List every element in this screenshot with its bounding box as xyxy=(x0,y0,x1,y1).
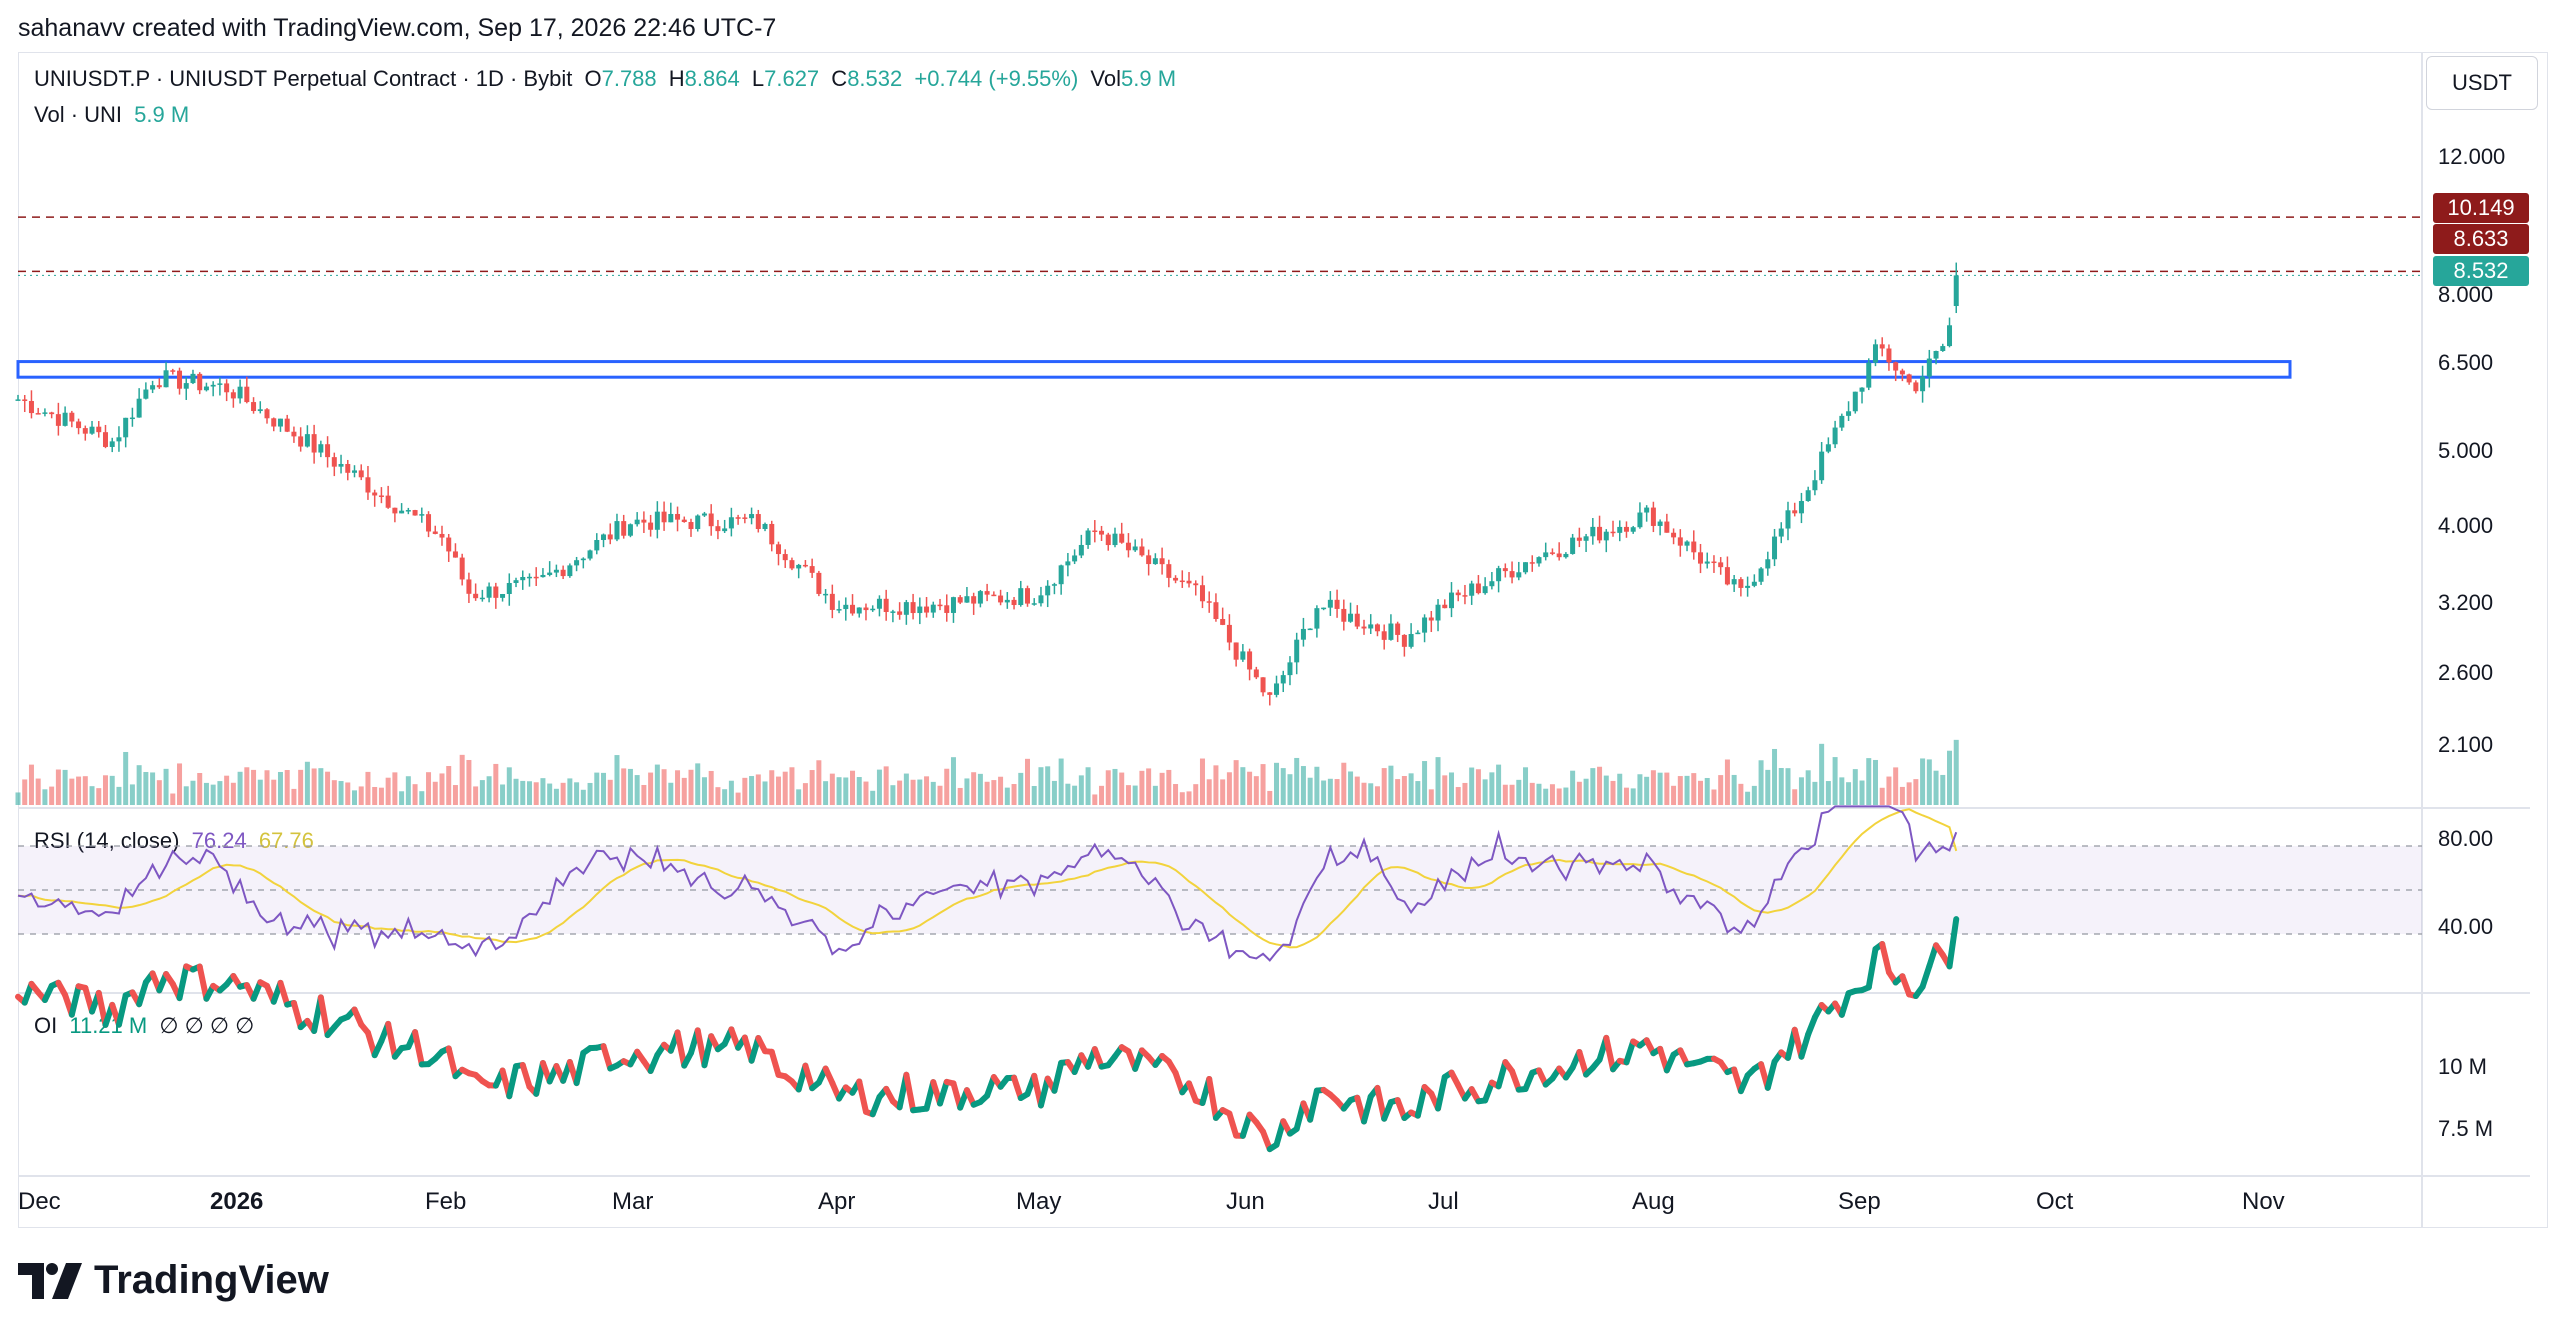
price-tick: 8.000 xyxy=(2438,282,2494,307)
open-label: O xyxy=(584,66,602,91)
rsi-tick: 80.00 xyxy=(2438,826,2494,851)
time-label: Nov xyxy=(2242,1188,2285,1215)
rsi-label[interactable]: RSI (14, close) xyxy=(34,828,180,853)
volume-indicator-label[interactable]: Vol · UNI xyxy=(34,102,123,127)
symbol-label[interactable]: UNIUSDT.P · UNIUSDT Perpetual Contract ·… xyxy=(34,66,573,91)
low-label: L xyxy=(751,66,765,91)
low-value: 7.627 xyxy=(764,66,820,91)
time-label: May xyxy=(1016,1188,1062,1215)
price-tick: 6.500 xyxy=(2438,350,2494,375)
oi-value: 11.21 M xyxy=(69,1013,148,1038)
rsi-legend: RSI (14, close) 76.24 67.76 xyxy=(34,828,320,854)
volume-label: Vol xyxy=(1090,66,1121,91)
time-label: Jul xyxy=(1428,1188,1459,1215)
volume-indicator-value: 5.9 M xyxy=(134,102,190,127)
last-price-tag: 8.532 xyxy=(2433,256,2529,286)
volume-value: 5.9 M xyxy=(1121,66,1177,91)
price-tick: 5.000 xyxy=(2438,438,2494,463)
level-tag-upper: 10.149 xyxy=(2433,193,2529,223)
price-tick: 12.000 xyxy=(2438,144,2506,169)
price-tick: 2.600 xyxy=(2438,660,2494,685)
currency-selector[interactable]: USDT xyxy=(2426,56,2538,110)
oi-label[interactable]: OI xyxy=(34,1013,58,1038)
level-tag-lower: 8.633 xyxy=(2433,224,2529,254)
time-label: Sep xyxy=(1838,1188,1881,1215)
time-label: Dec xyxy=(18,1188,61,1215)
close-value: 8.532 xyxy=(847,66,903,91)
high-label: H xyxy=(668,66,685,91)
main-legend: UNIUSDT.P · UNIUSDT Perpetual Contract ·… xyxy=(34,66,1182,92)
chart-caption: sahanavv created with TradingView.com, S… xyxy=(18,14,777,42)
price-tick: 4.000 xyxy=(2438,513,2494,538)
volume-legend: Vol · UNI 5.9 M xyxy=(34,102,195,128)
change-value: +0.744 (+9.55%) xyxy=(914,66,1079,91)
tradingview-brand[interactable]: TradingView xyxy=(18,1258,329,1303)
price-tick: 2.100 xyxy=(2438,732,2494,757)
rsi-tick: 40.00 xyxy=(2438,914,2494,939)
time-label: Oct xyxy=(2036,1188,2074,1215)
time-label: Aug xyxy=(1632,1188,1675,1215)
time-label: Mar xyxy=(612,1188,654,1215)
tradingview-logo-icon xyxy=(18,1262,82,1299)
high-value: 8.864 xyxy=(684,66,740,91)
open-value: 7.788 xyxy=(601,66,657,91)
oi-tick: 10 M xyxy=(2438,1054,2487,1079)
time-label: Feb xyxy=(425,1188,467,1215)
chart-frame xyxy=(18,52,2548,1228)
oi-extra-values: ∅ ∅ ∅ ∅ xyxy=(159,1013,255,1038)
close-label: C xyxy=(831,66,848,91)
oi-legend: OI 11.21 M ∅ ∅ ∅ ∅ xyxy=(34,1013,260,1039)
oi-tick: 7.5 M xyxy=(2438,1116,2494,1141)
rsi-value: 76.24 xyxy=(191,828,247,853)
time-label: Apr xyxy=(818,1188,856,1215)
price-tick: 3.200 xyxy=(2438,590,2494,615)
rsi-ma-value: 67.76 xyxy=(258,828,314,853)
time-label: Jun xyxy=(1226,1188,1265,1215)
brand-name: TradingView xyxy=(94,1258,329,1302)
time-label: 2026 xyxy=(210,1188,264,1215)
